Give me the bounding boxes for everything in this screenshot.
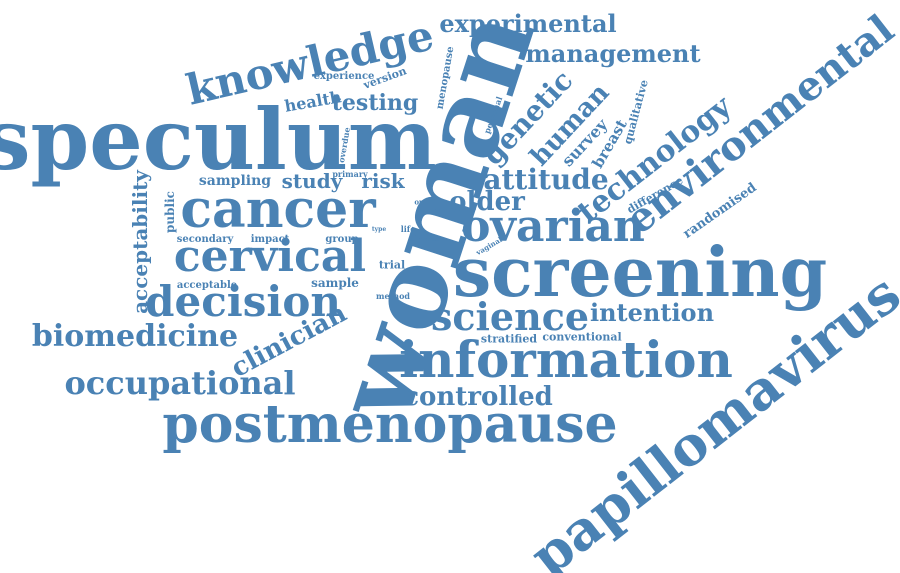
word-qualitative: qualitative [621,78,651,146]
word-older: older [449,187,525,217]
word-related: related [432,205,460,215]
word-cancer: cancer [180,179,376,240]
word-sample: sample [311,276,359,290]
word-attitude: attitude [483,163,609,196]
word-decision: decision [145,277,341,326]
word-postmenopause: postmenopause [162,394,618,455]
word-acceptability: acceptability [128,170,152,314]
word-method: method [376,291,410,301]
word-risk: risk [361,169,405,193]
word-sampling: sampling [198,173,272,189]
word-option: option [414,197,440,207]
word-cervical: cervical [173,231,367,282]
word-trial: trial [378,258,406,272]
word-secondary: secondary [176,234,234,245]
word-screening: screening [452,233,828,313]
word-speculum: speculum [0,90,437,189]
word-controlled: controlled [403,382,553,412]
word-group: group [325,234,359,245]
word-occupational: occupational [64,364,296,402]
word-primary: primary [332,169,368,179]
word-date: date [424,236,440,243]
word-gist: gist [409,231,427,241]
word-experimental: experimental [439,9,617,38]
word-study: study [281,169,343,193]
word-information: information [399,330,733,389]
word-impact: impact [250,234,290,245]
word-testing: testing [331,90,419,116]
word-management: management [525,39,701,68]
word-acceptable: acceptable [176,280,238,291]
word-public: public [163,191,177,233]
word-experience: experience [313,71,375,82]
word-type: type [371,226,387,233]
word-stratified: stratified [480,332,538,346]
word-ovarian: ovarian [461,201,645,252]
word-biomedicine: biomedicine [31,319,239,354]
word-life: life [400,224,416,234]
word-science: science [430,294,590,339]
word-conventional: conventional [542,330,622,344]
word-intention: intention [589,298,715,327]
